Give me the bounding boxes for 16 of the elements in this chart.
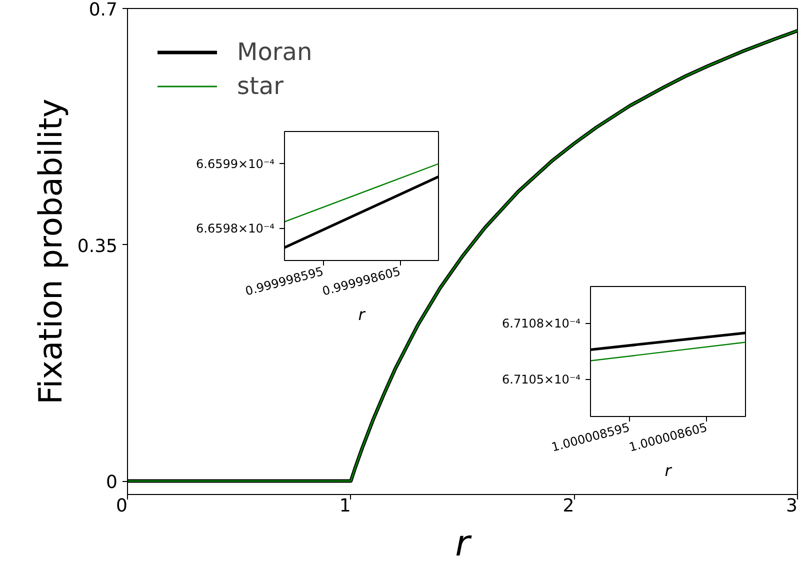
x-axis-title: r — [664, 460, 673, 480]
y-tick-label: 0 — [106, 472, 118, 493]
y-axis-title: Fixation probability — [31, 98, 70, 404]
y-tick-label: 6.6599×10⁻⁴ — [196, 156, 275, 171]
y-tick-label: 6.7108×10⁻⁴ — [502, 316, 581, 331]
x-axis-title: r — [358, 304, 366, 324]
x-tick-label: 2 — [562, 496, 574, 516]
x-tick-label: 1 — [339, 496, 351, 516]
legend-label: star — [237, 72, 284, 100]
y-tick-label: 6.6598×10⁻⁴ — [196, 221, 275, 236]
y-tick-label: 6.7105×10⁻⁴ — [502, 372, 581, 386]
legend-label: Moran — [237, 38, 312, 66]
x-axis-title: r — [455, 524, 472, 564]
y-tick-label: 0.35 — [77, 236, 118, 257]
x-tick-label: 3 — [786, 496, 798, 516]
y-tick-label: 0.7 — [88, 0, 118, 20]
